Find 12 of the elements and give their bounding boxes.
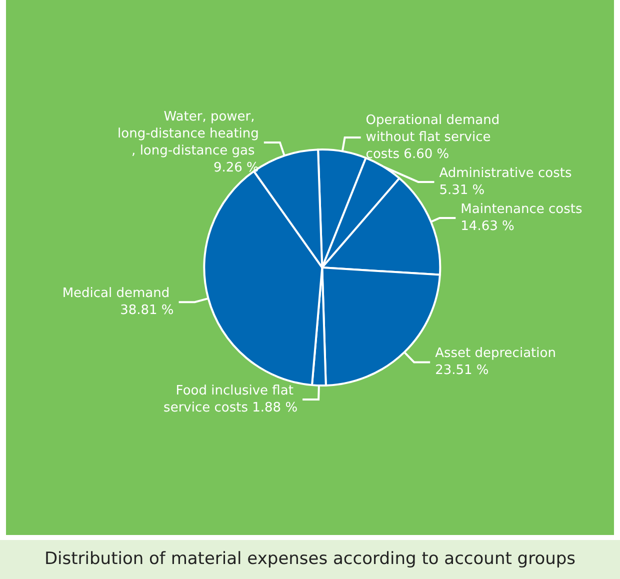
slice-label: Operational demand without flat service costs 6.60 %	[366, 112, 504, 162]
text: Distribution of material expenses according to account groups	[0, 540, 620, 579]
data-label: 23.51 %	[435, 363, 489, 378]
data-label: 38.81 %	[120, 303, 174, 318]
slice-label: Administrative costs	[439, 166, 576, 181]
slice-label: Food inclusive flat service costs 1.88 %	[164, 383, 298, 416]
slice-label: Water, power, long-distance heating, long-distance gas	[118, 109, 259, 158]
slice-label: Medical demand	[62, 286, 174, 302]
slice-label: Asset depreciation	[435, 346, 560, 362]
slice-label: Maintenance costs	[460, 202, 586, 217]
data-label: 5.31 %	[439, 182, 485, 198]
data-label: 14.63 %	[460, 218, 514, 234]
